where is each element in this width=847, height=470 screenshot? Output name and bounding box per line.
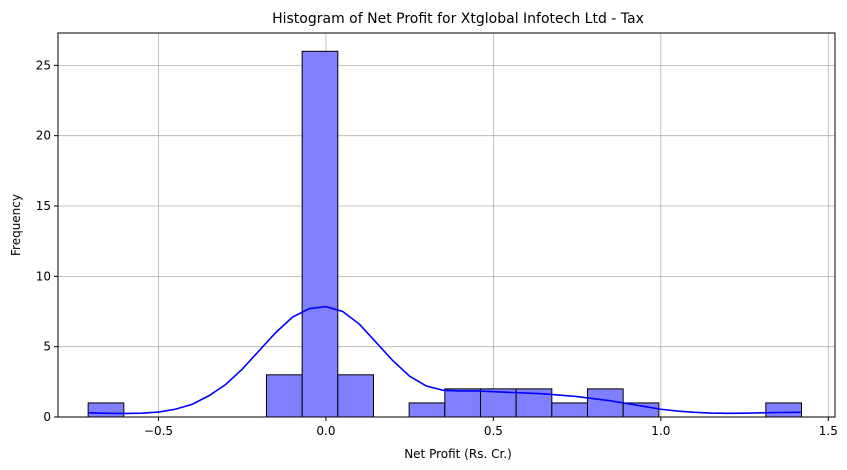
y-tick-label: 25 (36, 58, 51, 72)
grid-layer (58, 33, 835, 418)
x-axis-title: Net Profit (Rs. Cr.) (404, 447, 512, 461)
ticks-layer: −0.5 0.0 0.5 1.0 1.5 0 5 10 15 20 25 (36, 58, 838, 438)
histogram-bar (586, 388, 624, 418)
y-tick-label: 10 (36, 269, 51, 283)
x-tick-label: 0.0 (316, 424, 335, 438)
histogram-bar (265, 374, 303, 418)
histogram-bar (408, 402, 446, 418)
x-tick-label: 1.5 (819, 424, 838, 438)
y-axis-title: Frequency (9, 194, 23, 256)
histogram-bar (551, 402, 588, 418)
kde-curve (88, 305, 802, 415)
bars-layer (87, 50, 803, 418)
plot-frame (57, 32, 836, 418)
y-tick-label: 0 (43, 410, 51, 424)
x-tick-label: 0.5 (484, 424, 503, 438)
histogram-bar (444, 388, 481, 418)
chart-title: Histogram of Net Profit for Xtglobal Inf… (272, 11, 644, 27)
histogram-bar (301, 50, 339, 418)
y-tick-label: 5 (43, 340, 51, 354)
x-tick-label: 1.0 (651, 424, 670, 438)
axes-layer (57, 32, 836, 418)
histogram-bar (479, 388, 517, 418)
histogram-bar (765, 402, 803, 418)
histogram-bar (87, 402, 125, 418)
histogram-bar (337, 374, 374, 418)
histogram-bar (622, 402, 660, 418)
y-tick-label: 20 (36, 129, 51, 143)
x-tick-label: −0.5 (144, 424, 173, 438)
y-tick-label: 15 (36, 199, 51, 213)
